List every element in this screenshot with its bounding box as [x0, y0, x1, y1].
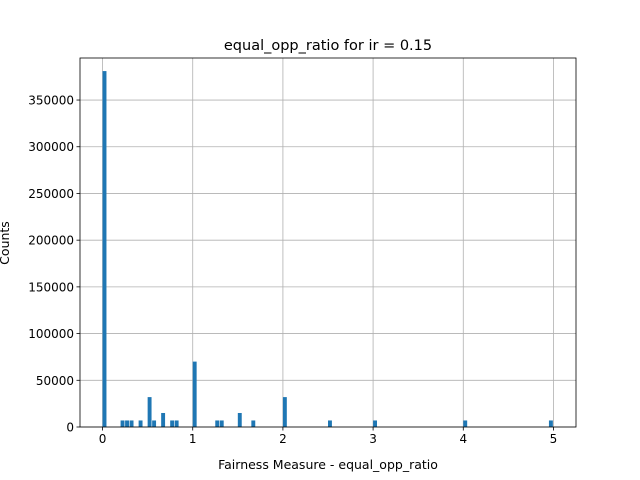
histogram-bar [463, 420, 468, 427]
histogram-bar [548, 420, 553, 427]
histogram-bar [328, 420, 332, 427]
histogram-bar [170, 420, 175, 427]
histogram-bar [219, 420, 224, 427]
x-tick-label: 1 [189, 432, 197, 446]
histogram-bar [251, 420, 256, 427]
histogram-bar [152, 420, 157, 427]
y-tick-label: 50000 [36, 374, 74, 388]
histogram-bar [147, 397, 152, 427]
histogram-bar [138, 420, 143, 427]
y-tick-label: 0 [66, 421, 74, 435]
y-tick-label: 100000 [28, 327, 74, 341]
y-tick-label: 200000 [28, 234, 74, 248]
histogram-bar [174, 420, 179, 427]
x-tick-label: 3 [369, 432, 377, 446]
histogram-bar [120, 420, 125, 427]
y-tick-label: 250000 [28, 187, 74, 201]
x-axis-ticks: 0 1 2 3 4 5 [99, 427, 558, 446]
y-axis-label: Counts [0, 221, 12, 265]
x-axis-label: Fairness Measure - equal_opp_ratio [218, 457, 438, 472]
histogram-bar [215, 420, 220, 427]
histogram-bar [282, 397, 287, 427]
x-tick-label: 2 [279, 432, 287, 446]
grid-lines [80, 58, 576, 428]
histogram-bar [129, 420, 134, 427]
x-tick-label: 5 [550, 432, 558, 446]
y-tick-label: 150000 [28, 280, 74, 294]
y-tick-label: 300000 [28, 140, 74, 154]
chart-title: equal_opp_ratio for ir = 0.15 [224, 38, 432, 54]
x-tick-label: 4 [459, 432, 467, 446]
histogram-bar [192, 361, 197, 427]
y-axis-ticks: 0 50000 100000 150000 200000 250000 300000 3500… [28, 94, 80, 435]
histogram-bar [161, 412, 166, 427]
histogram-bar [125, 420, 129, 427]
histogram-bar [237, 412, 242, 427]
y-tick-label: 350000 [28, 94, 74, 108]
histogram-bar [102, 71, 107, 427]
histogram-bars [102, 71, 553, 427]
x-tick-label: 0 [99, 432, 107, 446]
histogram-bar [373, 420, 377, 427]
plot-frame [79, 57, 577, 428]
